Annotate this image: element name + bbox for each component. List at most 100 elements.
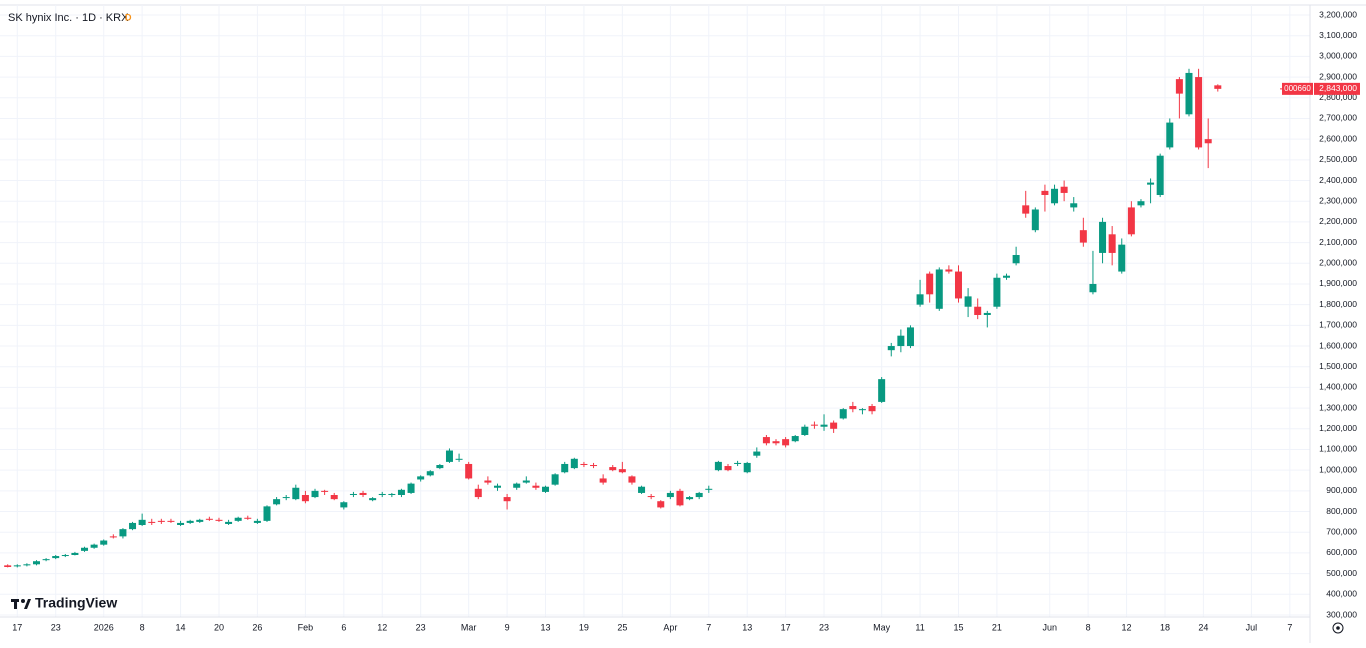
x-tick-label: Jul	[1246, 622, 1258, 632]
candle-body	[493, 485, 501, 488]
candle-body	[340, 502, 348, 508]
candle-body	[292, 487, 300, 500]
candle-body	[196, 519, 204, 522]
candle-body	[810, 424, 818, 426]
candle-body	[1195, 77, 1203, 148]
candle-body	[839, 409, 847, 419]
candle-body	[13, 565, 21, 567]
candle-body	[157, 520, 165, 522]
candle-body	[71, 552, 79, 555]
candle-body	[253, 520, 261, 523]
candle-body	[81, 547, 89, 551]
candle-body	[772, 441, 780, 444]
x-tick-label: 18	[1160, 622, 1170, 632]
candle-body	[916, 294, 924, 305]
y-tick-label: 2,300,000	[1319, 195, 1357, 205]
candle-body	[705, 488, 713, 490]
candle-body	[148, 521, 156, 523]
y-tick-label: 2,100,000	[1319, 237, 1357, 247]
candle-body	[561, 463, 569, 473]
candle-body	[868, 406, 876, 412]
candle-body	[676, 490, 684, 506]
candle-body	[551, 474, 559, 485]
candle-body	[1070, 203, 1078, 208]
candle-body	[23, 564, 31, 566]
candle-body	[1031, 209, 1039, 231]
candle-body	[897, 335, 905, 347]
y-tick-label: 1,900,000	[1319, 278, 1357, 288]
y-tick-label: 1,500,000	[1319, 361, 1357, 371]
y-tick-label: 1,800,000	[1319, 299, 1357, 309]
y-tick-label: 1,400,000	[1319, 382, 1357, 392]
x-tick-label: 26	[252, 622, 262, 632]
candle-body	[129, 522, 137, 530]
candle-body	[167, 520, 175, 522]
candle-body	[417, 476, 425, 480]
candle-body	[1156, 155, 1164, 195]
candle-body	[359, 492, 367, 495]
candle-body	[119, 529, 127, 537]
candle-body	[32, 561, 40, 565]
candle-body	[618, 469, 626, 473]
symbol-tag	[1282, 82, 1313, 95]
settings-icon[interactable]	[1332, 622, 1344, 634]
candle-body	[1118, 244, 1126, 272]
candle-body	[1214, 85, 1222, 89]
y-tick-label: 2,400,000	[1319, 175, 1357, 185]
y-tick-label: 2,600,000	[1319, 133, 1357, 143]
candle-body	[724, 466, 732, 471]
candle-body	[820, 424, 828, 427]
candle-body	[954, 271, 962, 299]
x-tick-label: 23	[416, 622, 426, 632]
candle-body	[791, 436, 799, 442]
x-tick-label: 12	[377, 622, 387, 632]
x-tick-label: 6	[341, 622, 346, 632]
candle-body	[484, 480, 492, 483]
x-tick-label: 9	[505, 622, 510, 632]
candle-body	[330, 495, 338, 500]
candle-body	[734, 462, 742, 464]
candle-body	[215, 519, 223, 521]
x-tick-label: 13	[541, 622, 551, 632]
candle-body	[638, 486, 646, 493]
candle-body	[945, 269, 953, 272]
candle-body	[590, 465, 598, 467]
logo	[11, 599, 31, 609]
y-tick-label: 3,100,000	[1319, 30, 1357, 40]
candle-body	[1079, 230, 1087, 243]
grid	[0, 5, 1310, 617]
candle-body	[321, 490, 329, 492]
candle-body	[695, 492, 703, 498]
x-tick-label: Mar	[461, 622, 477, 632]
candle-body	[878, 379, 886, 402]
y-tick-label: 2,500,000	[1319, 154, 1357, 164]
y-tick-label: 500,000	[1326, 568, 1357, 578]
candle-body	[426, 471, 434, 476]
candle-body	[205, 518, 213, 520]
candle-body	[935, 269, 943, 309]
x-tick-label: 19	[579, 622, 589, 632]
y-tick-label: 900,000	[1326, 485, 1357, 495]
candle-body	[570, 458, 578, 469]
y-tick-label: 1,000,000	[1319, 464, 1357, 474]
candle-body	[465, 463, 473, 479]
candle-body	[964, 296, 972, 307]
candle-body	[522, 480, 530, 483]
candle-body	[1089, 283, 1097, 293]
candle-body	[273, 499, 281, 505]
x-tick-label: 12	[1122, 622, 1132, 632]
candle-body	[657, 501, 665, 508]
x-tick-label: 20	[214, 622, 224, 632]
candle-body	[42, 559, 50, 561]
candle-body	[1166, 122, 1174, 148]
candle-body	[609, 467, 617, 471]
candle-body	[282, 497, 290, 499]
candle-body	[436, 465, 444, 469]
y-tick-label: 1,700,000	[1319, 320, 1357, 330]
x-tick-label: 7	[706, 622, 711, 632]
y-tick-label: 2,200,000	[1319, 216, 1357, 226]
x-tick-label: Apr	[663, 622, 677, 632]
